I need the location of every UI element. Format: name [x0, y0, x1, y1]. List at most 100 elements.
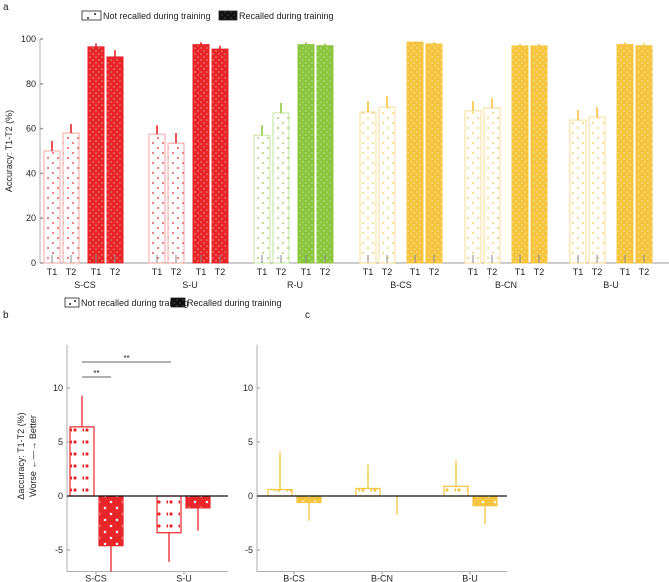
x-tick-label: T2: [66, 267, 77, 277]
legend-swatch-recalled: [170, 297, 186, 308]
bar: [472, 495, 498, 507]
x-tick-label: T2: [639, 267, 650, 277]
significance-stars: **: [93, 369, 99, 378]
bar: [156, 495, 182, 534]
bar: [62, 132, 80, 264]
bar: [297, 44, 315, 264]
y-tick-label: 10: [243, 383, 253, 393]
y-tick-label: -5: [245, 545, 253, 555]
bar: [355, 487, 381, 497]
chart-c: -5 0 5 10 B-CS B-CN B-U: [243, 344, 507, 582]
y-tick-label: -5: [55, 545, 63, 555]
bar: [192, 44, 210, 264]
bar: [425, 43, 443, 264]
bar: [98, 495, 124, 547]
x-tick-label: T1: [257, 267, 268, 277]
bar: [296, 495, 322, 504]
x-tick-label: T2: [171, 267, 182, 277]
x-tick-label: T1: [91, 267, 102, 277]
bar: [148, 133, 166, 264]
bar: [167, 142, 185, 264]
y-tick-label: 0: [31, 258, 36, 268]
x-tick-label: S-CS: [85, 574, 107, 582]
bar: [483, 107, 501, 264]
bar: [211, 48, 229, 264]
x-tick-label: T1: [47, 267, 58, 277]
group-label: S-CS: [74, 280, 96, 290]
y-tick-label: 5: [58, 437, 63, 447]
bar: [530, 45, 548, 264]
x-tick-label: T2: [534, 267, 545, 277]
bar: [443, 485, 469, 497]
bar: [378, 106, 396, 264]
legend-label-recalled: Recalled during training: [187, 298, 282, 308]
bar: [253, 134, 271, 264]
significance-stars: **: [123, 354, 129, 363]
x-tick-label: B-CN: [371, 574, 393, 582]
bar: [106, 56, 124, 264]
group-label: R-U: [287, 280, 303, 290]
panel-label-b: b: [3, 310, 9, 321]
chart-b: -5 0 5 10 S-CS S-U ** ** Δaccuracy: T1-T2 (%) Wor…: [16, 344, 228, 582]
y-tick-label: 10: [53, 383, 63, 393]
legend-swatch-not-recalled: [81, 10, 102, 21]
bar: [569, 119, 587, 264]
y-tick-label: 60: [26, 124, 36, 134]
legend-label-not-recalled: Not recalled during training: [81, 298, 189, 308]
legend-bottom: Not recalled during training Recalled du…: [64, 297, 282, 308]
bar: [406, 41, 424, 264]
bar: [267, 488, 293, 497]
x-tick-label: T2: [276, 267, 287, 277]
legend-label-not-recalled: Not recalled during training: [103, 11, 211, 21]
y-tick-label: 80: [26, 79, 36, 89]
x-tick-label: T1: [468, 267, 479, 277]
x-tick-label: T1: [152, 267, 163, 277]
legend-dot: [94, 13, 96, 15]
y-axis-label: Accuracy: T1-T2 (%): [4, 110, 14, 192]
bar: [185, 495, 211, 509]
x-tick-label: T2: [215, 267, 226, 277]
x-tick-label: T1: [620, 267, 631, 277]
bar: [69, 426, 95, 497]
x-tick-label: T1: [515, 267, 526, 277]
group-label: B-U: [603, 280, 619, 290]
panel-label-a: a: [3, 2, 9, 13]
x-tick-label: T2: [382, 267, 393, 277]
bar: [272, 112, 290, 264]
x-tick-label: T2: [110, 267, 121, 277]
y-tick-label: 0: [58, 491, 63, 501]
x-tick-label: B-CS: [283, 574, 305, 582]
group-label: B-CS: [390, 280, 412, 290]
x-tick-label: T1: [363, 267, 374, 277]
legend-dot: [69, 303, 71, 305]
legend-label-recalled: Recalled during training: [239, 11, 334, 21]
x-tick-label: B-U: [462, 574, 478, 582]
bar: [43, 150, 61, 264]
legend-top: Not recalled during training Recalled du…: [81, 10, 334, 21]
x-tick-label: T2: [320, 267, 331, 277]
bar: [616, 44, 634, 264]
y-axis-direction-label: Worse ←—→ Better: [28, 415, 38, 497]
legend-swatch-not-recalled: [64, 297, 80, 308]
group-label: S-U: [182, 280, 198, 290]
y-axis-label: Δaccuracy: T1-T2 (%): [16, 412, 26, 499]
x-tick-label: S-U: [176, 574, 192, 582]
legend-swatch-recalled: [218, 10, 238, 21]
bar: [464, 110, 482, 264]
bar: [316, 45, 334, 264]
legend-dot: [74, 300, 76, 302]
legend-dot: [87, 17, 89, 19]
bar: [359, 111, 377, 264]
y-tick-label: 40: [26, 168, 36, 178]
x-tick-label: T1: [196, 267, 207, 277]
y-tick-label: 20: [26, 213, 36, 223]
x-tick-label: T2: [592, 267, 603, 277]
bar: [511, 45, 529, 264]
x-tick-label: T1: [410, 267, 421, 277]
group-label: B-CN: [495, 280, 517, 290]
bar: [588, 116, 606, 264]
y-tick-label: 5: [248, 437, 253, 447]
y-tick-label: 0: [248, 491, 253, 501]
